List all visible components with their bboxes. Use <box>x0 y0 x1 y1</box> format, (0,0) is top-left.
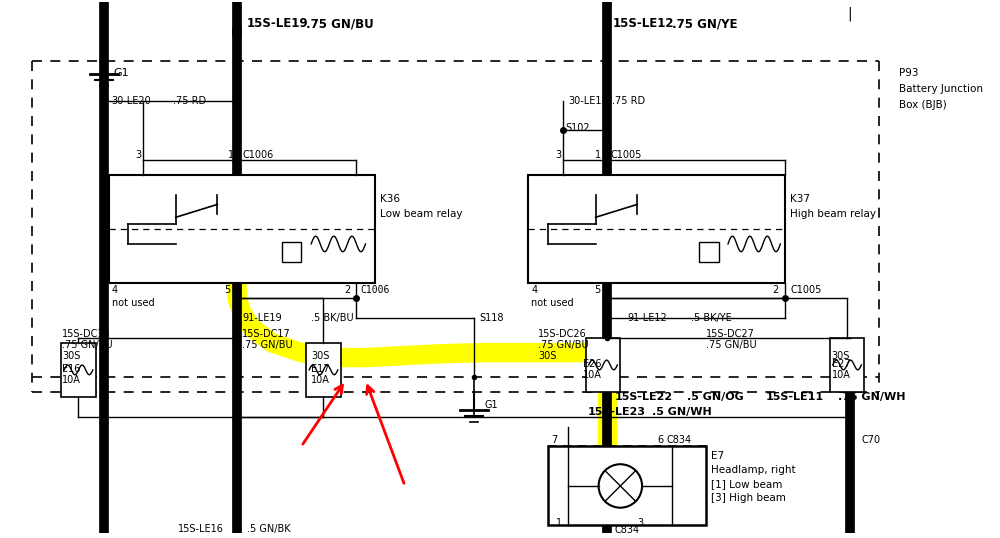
Text: 15S-LE23: 15S-LE23 <box>588 407 646 417</box>
Text: 3: 3 <box>555 150 561 160</box>
Text: 15S-LE12: 15S-LE12 <box>612 17 674 30</box>
Bar <box>61 343 96 397</box>
Text: 30S: 30S <box>832 351 850 360</box>
Text: .5 GN/BK: .5 GN/BK <box>247 525 291 534</box>
Text: 30-LE20: 30-LE20 <box>112 96 151 105</box>
Bar <box>586 338 620 392</box>
Text: not used: not used <box>531 298 574 308</box>
Text: C1006: C1006 <box>242 150 273 160</box>
Text: Headlamp, right: Headlamp, right <box>711 465 796 475</box>
Bar <box>109 175 375 284</box>
Text: .75 GN/BU: .75 GN/BU <box>306 17 374 30</box>
Text: S118: S118 <box>479 313 504 323</box>
Text: 1: 1 <box>556 518 562 527</box>
Text: 15S-LE16: 15S-LE16 <box>178 525 224 534</box>
Text: not used: not used <box>112 298 154 308</box>
Text: [3] High beam: [3] High beam <box>711 493 786 503</box>
Text: G1: G1 <box>114 68 129 78</box>
Text: .5 BK/BU: .5 BK/BU <box>311 313 354 323</box>
Text: 6: 6 <box>657 435 663 444</box>
Text: C834: C834 <box>614 526 640 535</box>
Text: 5: 5 <box>594 285 601 295</box>
Text: .5 GN/OG: .5 GN/OG <box>687 392 743 402</box>
Text: E7: E7 <box>711 451 724 461</box>
Text: .75 GN/BU: .75 GN/BU <box>538 339 589 350</box>
Text: 7: 7 <box>551 435 557 444</box>
Text: C834: C834 <box>667 435 692 444</box>
Text: High beam relay: High beam relay <box>790 209 876 220</box>
Text: 15S-DC26: 15S-DC26 <box>538 329 587 339</box>
Text: 2: 2 <box>772 285 778 295</box>
Text: E27: E27 <box>832 359 850 370</box>
Text: E16: E16 <box>62 364 81 374</box>
Text: 10A: 10A <box>311 376 330 385</box>
Text: G1: G1 <box>484 400 498 410</box>
Text: 15S-DC16: 15S-DC16 <box>62 329 111 339</box>
Text: |: | <box>235 6 239 21</box>
Text: S102: S102 <box>565 123 590 133</box>
Text: 3: 3 <box>135 150 141 160</box>
Text: [1] Low beam: [1] Low beam <box>711 479 783 489</box>
Text: Battery Junction: Battery Junction <box>899 84 983 94</box>
Text: 3: 3 <box>637 518 643 527</box>
Text: 30S: 30S <box>538 351 557 360</box>
Text: .75 RD: .75 RD <box>173 96 206 105</box>
Text: 30-LE13: 30-LE13 <box>568 96 608 105</box>
Text: 10A: 10A <box>62 376 81 385</box>
Text: 15S-LE22: 15S-LE22 <box>614 392 673 402</box>
Bar <box>528 175 785 284</box>
Bar <box>282 242 301 261</box>
Text: 4: 4 <box>112 285 118 295</box>
Text: 4: 4 <box>603 526 609 535</box>
Text: .75 GN/BU: .75 GN/BU <box>706 339 757 350</box>
Text: 2: 2 <box>344 285 351 295</box>
Bar <box>699 242 719 261</box>
Text: E17: E17 <box>311 364 330 374</box>
Text: 30S: 30S <box>311 351 330 360</box>
Text: 9: 9 <box>848 435 854 444</box>
Text: C1005: C1005 <box>790 285 822 295</box>
Text: 15S-DC17: 15S-DC17 <box>242 329 291 339</box>
Text: .75 RD: .75 RD <box>612 96 646 105</box>
Bar <box>306 343 341 397</box>
Bar <box>830 338 864 392</box>
Text: 10A: 10A <box>583 370 602 380</box>
Text: .75 GN/BU: .75 GN/BU <box>242 339 293 350</box>
Text: .75 GN/BU: .75 GN/BU <box>62 339 113 350</box>
Text: 4: 4 <box>531 285 538 295</box>
Text: 15S-DC27: 15S-DC27 <box>706 329 755 339</box>
Text: 1: 1 <box>228 150 234 160</box>
Text: 15S-LE11: 15S-LE11 <box>766 392 824 402</box>
Bar <box>548 447 706 526</box>
Text: 1: 1 <box>594 150 601 160</box>
Text: 91-LE19: 91-LE19 <box>242 313 282 323</box>
Text: .75 GN/WH: .75 GN/WH <box>838 392 905 402</box>
Text: C70: C70 <box>861 435 880 444</box>
Text: |: | <box>605 6 610 21</box>
Text: .75 GN/YE: .75 GN/YE <box>672 17 737 30</box>
Text: |: | <box>847 6 852 21</box>
Text: 15S-LE19: 15S-LE19 <box>247 17 309 30</box>
Text: C1005: C1005 <box>610 150 642 160</box>
Text: Box (BJB): Box (BJB) <box>899 100 947 110</box>
Text: 30S: 30S <box>62 351 81 360</box>
Text: P93: P93 <box>899 68 918 78</box>
Text: 10A: 10A <box>832 370 851 380</box>
Text: .5 BK/YE: .5 BK/YE <box>691 313 732 323</box>
Text: .5 GN/WH: .5 GN/WH <box>652 407 712 417</box>
Text: |: | <box>101 15 106 29</box>
Text: C1006: C1006 <box>361 285 390 295</box>
Text: 91-LE12: 91-LE12 <box>627 313 667 323</box>
Text: Low beam relay: Low beam relay <box>380 209 463 220</box>
Text: 5: 5 <box>224 285 230 295</box>
Text: K36: K36 <box>380 195 400 204</box>
Text: E26: E26 <box>583 359 601 370</box>
Text: K37: K37 <box>790 195 810 204</box>
